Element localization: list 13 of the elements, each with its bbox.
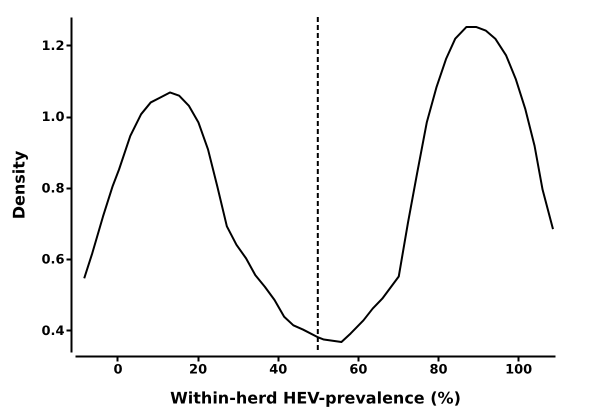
y-tick-label: 0.4 <box>41 324 64 339</box>
y-axis-title: Density <box>9 150 28 220</box>
x-tick-label: 0 <box>113 362 122 378</box>
x-tick-label: 100 <box>505 362 532 378</box>
x-tick-label: 60 <box>349 362 368 378</box>
y-tick-label: 0.8 <box>41 181 64 196</box>
y-tick-label: 1.2 <box>41 38 64 54</box>
y-tick-label: 1.0 <box>41 110 64 126</box>
x-tick-label: 80 <box>429 362 448 378</box>
y-tick-label: 0.6 <box>41 252 64 268</box>
x-tick-label: 20 <box>189 362 208 378</box>
x-axis-title: Within-herd HEV-prevalence (%) <box>170 388 461 408</box>
x-tick-label: 40 <box>269 362 288 378</box>
